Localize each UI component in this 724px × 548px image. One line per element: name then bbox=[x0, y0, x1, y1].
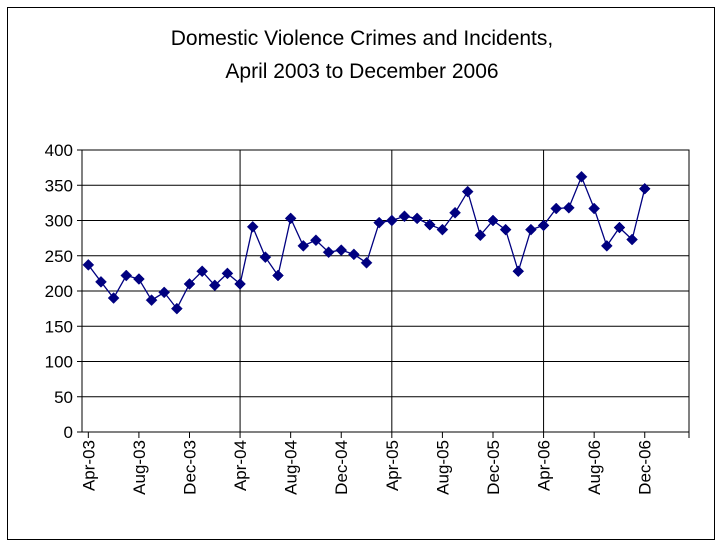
x-tick-label: Aug-04 bbox=[282, 440, 301, 495]
data-point bbox=[335, 244, 348, 256]
data-point bbox=[525, 223, 537, 236]
x-tick-label: Apr-04 bbox=[231, 440, 250, 491]
y-tick-label: 200 bbox=[45, 282, 73, 301]
data-point bbox=[398, 210, 411, 223]
data-point bbox=[499, 223, 512, 236]
data-point bbox=[133, 273, 145, 285]
x-tick-label: Dec-05 bbox=[484, 440, 503, 495]
data-point bbox=[322, 246, 335, 259]
x-tick-label: Apr-05 bbox=[383, 440, 402, 491]
data-point bbox=[208, 279, 221, 292]
chart-title-line-2: April 2003 to December 2006 bbox=[225, 60, 499, 83]
data-point bbox=[360, 256, 373, 269]
x-tick-label: Dec-04 bbox=[332, 440, 351, 495]
data-point bbox=[310, 234, 322, 247]
x-tick-label: Aug-03 bbox=[130, 440, 149, 495]
data-point bbox=[385, 214, 398, 227]
data-point bbox=[170, 302, 183, 315]
y-tick-label: 350 bbox=[45, 176, 73, 195]
data-point bbox=[234, 278, 246, 290]
data-point bbox=[246, 220, 259, 233]
data-point bbox=[297, 240, 310, 252]
y-tick-label: 100 bbox=[45, 353, 73, 372]
data-point bbox=[626, 233, 638, 246]
y-tick-label: 400 bbox=[45, 141, 73, 160]
x-tick-label: Apr-06 bbox=[535, 440, 554, 491]
chart-title-line-1: Domestic Violence Crimes and Incidents, bbox=[170, 27, 554, 50]
x-tick-label: Aug-06 bbox=[585, 440, 604, 495]
data-point bbox=[638, 182, 651, 195]
data-point bbox=[449, 206, 461, 219]
data-point bbox=[563, 201, 575, 214]
y-tick-label: 150 bbox=[45, 317, 73, 336]
x-tick-label: Aug-05 bbox=[433, 440, 452, 495]
data-point bbox=[183, 278, 196, 290]
data-point bbox=[474, 229, 487, 242]
data-point bbox=[145, 294, 158, 307]
data-point bbox=[613, 221, 626, 234]
y-tick-label: 300 bbox=[45, 212, 73, 231]
y-tick-label: 0 bbox=[64, 423, 73, 442]
data-point bbox=[436, 223, 449, 236]
data-point bbox=[120, 269, 133, 282]
data-point bbox=[575, 170, 588, 183]
data-point bbox=[423, 218, 436, 231]
data-point bbox=[284, 212, 297, 225]
x-tick-label: Dec-06 bbox=[636, 440, 655, 495]
data-point bbox=[461, 185, 474, 198]
data-point bbox=[82, 259, 95, 271]
data-point bbox=[348, 248, 360, 261]
data-point bbox=[158, 286, 171, 299]
data-point bbox=[259, 251, 272, 264]
data-point bbox=[600, 240, 613, 252]
y-tick-label: 250 bbox=[45, 247, 73, 266]
series-line bbox=[87, 175, 646, 310]
data-point bbox=[588, 202, 601, 215]
data-point bbox=[550, 202, 563, 215]
data-point bbox=[196, 265, 208, 278]
x-tick-label: Apr-03 bbox=[79, 440, 98, 491]
data-point bbox=[487, 214, 499, 227]
data-point bbox=[512, 265, 525, 278]
data-point bbox=[373, 216, 386, 229]
x-tick-label: Dec-03 bbox=[180, 440, 199, 495]
data-point bbox=[221, 267, 234, 280]
data-point bbox=[95, 275, 107, 288]
data-point bbox=[107, 292, 120, 304]
data-point bbox=[411, 212, 423, 225]
data-point bbox=[537, 219, 550, 232]
y-tick-label: 50 bbox=[54, 388, 73, 407]
data-point bbox=[272, 269, 284, 282]
